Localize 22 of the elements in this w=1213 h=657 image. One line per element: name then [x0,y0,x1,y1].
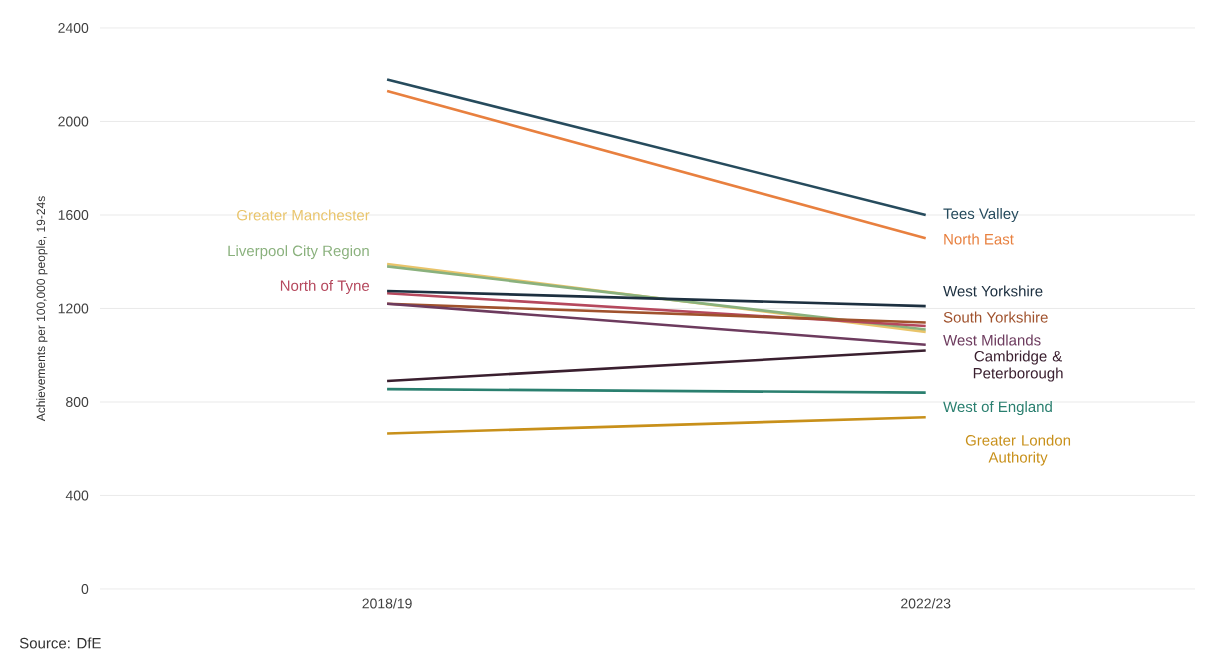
series-label: South Yorkshire [943,311,1048,323]
y-tick-label: 2000 [58,116,89,127]
y-tick-label: 1200 [58,303,89,314]
y-tick-label: 400 [65,490,89,501]
x-tick-label: 2022/23 [901,598,951,609]
series-label: North East [944,233,1014,245]
series-label: Liverpool City Region [228,245,369,260]
series-label: West Midlands [943,334,1041,346]
y-tick-label: 800 [66,397,89,407]
x-tick-label: 2018/19 [362,598,412,609]
text: Greater London Authority [965,434,1071,466]
y-tick-label: 2400 [58,23,89,33]
source-note: Source: DfE [19,637,101,649]
text: Cambridge & Peterborough [973,350,1063,382]
y-tick-label: 1600 [58,210,89,220]
series-label: Tees Valley [943,207,1019,222]
y-tick-label: 0 [81,584,89,594]
series-label: North of Tyne [280,279,370,294]
series-label: West Yorkshire [943,285,1043,297]
series-label: West of England [943,401,1052,416]
y-axis-title: Achievements per 100,000 people, 19-24s [36,196,48,422]
text: Greater Manchester [237,209,370,221]
